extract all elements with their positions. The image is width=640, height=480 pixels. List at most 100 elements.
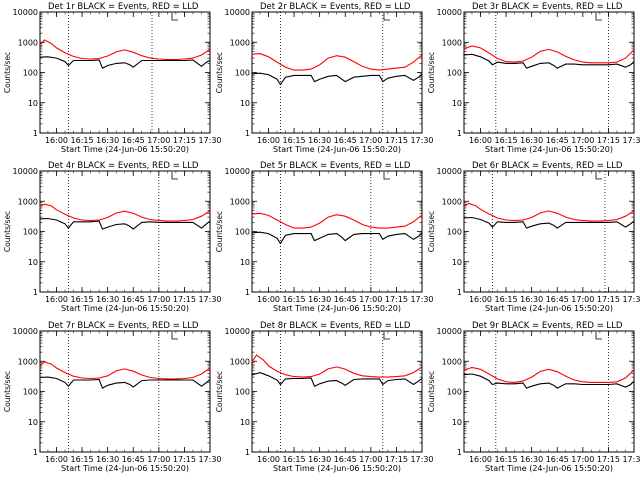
y-tick-label: 10000 bbox=[225, 8, 250, 17]
x-tick-label: 16:00 bbox=[45, 295, 68, 304]
x-tick-label: 17:15 bbox=[385, 136, 408, 145]
panel-6: Det 6r BLACK = Events, RED = LLD 1 10 100 10… bbox=[427, 161, 640, 313]
x-tick-label: 16:30 bbox=[520, 455, 543, 464]
series-line-lld bbox=[39, 203, 211, 222]
x-tick-label: 16:15 bbox=[283, 295, 306, 304]
x-axis-label: Start Time (24-Jun-06 15:50:20) bbox=[61, 304, 189, 313]
plot-frame bbox=[251, 330, 423, 453]
plot-frame bbox=[251, 170, 423, 293]
x-tick-label: 16:00 bbox=[45, 455, 68, 464]
y-tick-label: 100 bbox=[235, 388, 250, 397]
y-tick-label: 1000 bbox=[230, 197, 250, 206]
x-tick-label: 17:00 bbox=[359, 136, 382, 145]
x-tick-label: 17:00 bbox=[359, 295, 382, 304]
plot-frame bbox=[39, 330, 211, 453]
y-axis-label: Counts/sec bbox=[427, 371, 436, 412]
y-axis-label: Counts/sec bbox=[3, 211, 12, 252]
x-tick-label: 16:30 bbox=[520, 295, 543, 304]
y-tick-label: 1 bbox=[457, 448, 462, 457]
y-tick-label: 1000 bbox=[18, 197, 38, 206]
y-tick-label: 10000 bbox=[437, 327, 462, 336]
x-tick-label: 16:15 bbox=[71, 295, 94, 304]
x-tick-label: 17:15 bbox=[597, 295, 620, 304]
x-tick-label: 17:30 bbox=[410, 295, 433, 304]
x-tick-label: 16:00 bbox=[469, 455, 492, 464]
y-axis-label: Counts/sec bbox=[215, 52, 224, 93]
corner-marker bbox=[171, 172, 178, 180]
y-tick-label: 1000 bbox=[442, 357, 462, 366]
x-tick-label: 16:45 bbox=[334, 455, 357, 464]
x-tick-label: 17:00 bbox=[147, 455, 170, 464]
x-tick-label: 17:30 bbox=[410, 455, 433, 464]
series-line-events bbox=[39, 217, 211, 230]
corner-marker bbox=[383, 172, 390, 180]
panel-1: Det 1r BLACK = Events, RED = LLD 1 10 100 10… bbox=[3, 2, 222, 154]
x-tick-label: 16:15 bbox=[283, 455, 306, 464]
series-line-lld bbox=[463, 366, 635, 383]
x-axis-label: Start Time (24-Jun-06 15:50:20) bbox=[273, 304, 401, 313]
x-tick-label: 16:15 bbox=[495, 455, 518, 464]
x-tick-label: 16:15 bbox=[283, 136, 306, 145]
corner-marker bbox=[171, 13, 178, 21]
x-tick-label: 16:45 bbox=[546, 455, 569, 464]
series-line-events bbox=[251, 72, 423, 86]
y-tick-label: 100 bbox=[23, 69, 38, 78]
x-tick-label: 17:15 bbox=[173, 455, 196, 464]
x-tick-label: 16:15 bbox=[495, 295, 518, 304]
x-tick-label: 16:30 bbox=[308, 455, 331, 464]
x-tick-label: 16:45 bbox=[334, 136, 357, 145]
x-tick-label: 17:30 bbox=[198, 295, 221, 304]
x-tick-label: 16:30 bbox=[520, 136, 543, 145]
series-line-events bbox=[39, 376, 211, 389]
panel-3: Det 3r BLACK = Events, RED = LLD 1 10 100 10… bbox=[427, 2, 640, 154]
corner-marker bbox=[595, 332, 602, 340]
x-tick-label: 16:00 bbox=[257, 295, 280, 304]
x-tick-label: 17:15 bbox=[173, 295, 196, 304]
y-axis-label: Counts/sec bbox=[427, 52, 436, 93]
x-tick-label: 16:30 bbox=[308, 295, 331, 304]
panel-9: Det 9r BLACK = Events, RED = LLD 1 10 100 10… bbox=[427, 321, 640, 473]
x-axis-label: Start Time (24-Jun-06 15:50:20) bbox=[485, 464, 613, 473]
y-tick-label: 1 bbox=[245, 448, 250, 457]
series-line-events bbox=[251, 372, 423, 387]
y-tick-label: 10 bbox=[28, 258, 38, 267]
y-tick-label: 10000 bbox=[13, 167, 38, 176]
x-tick-label: 17:30 bbox=[622, 136, 640, 145]
y-tick-label: 10 bbox=[452, 418, 462, 427]
y-tick-label: 10 bbox=[240, 99, 250, 108]
panel-title: Det 9r BLACK = Events, RED = LLD bbox=[472, 321, 623, 331]
series-line-lld bbox=[251, 53, 423, 71]
panel-title: Det 1r BLACK = Events, RED = LLD bbox=[48, 2, 199, 12]
y-tick-label: 100 bbox=[447, 228, 462, 237]
x-tick-label: 16:45 bbox=[122, 295, 145, 304]
series-line-events bbox=[463, 53, 635, 69]
x-tick-label: 17:15 bbox=[385, 455, 408, 464]
x-axis-label: Start Time (24-Jun-06 15:50:20) bbox=[485, 304, 613, 313]
series-line-lld bbox=[39, 39, 211, 61]
y-tick-label: 100 bbox=[23, 388, 38, 397]
x-tick-label: 16:00 bbox=[469, 295, 492, 304]
x-tick-label: 17:30 bbox=[198, 455, 221, 464]
x-tick-label: 16:30 bbox=[96, 455, 119, 464]
x-tick-label: 16:45 bbox=[546, 295, 569, 304]
x-tick-label: 17:00 bbox=[147, 136, 170, 145]
y-tick-label: 1000 bbox=[230, 357, 250, 366]
x-tick-label: 17:15 bbox=[173, 136, 196, 145]
y-tick-label: 100 bbox=[447, 69, 462, 78]
corner-marker bbox=[383, 332, 390, 340]
y-axis-label: Counts/sec bbox=[215, 371, 224, 412]
y-tick-label: 10000 bbox=[225, 167, 250, 176]
y-tick-label: 1 bbox=[245, 129, 250, 138]
corner-marker bbox=[595, 172, 602, 180]
y-tick-label: 100 bbox=[23, 228, 38, 237]
corner-marker bbox=[595, 13, 602, 21]
x-tick-label: 17:15 bbox=[385, 295, 408, 304]
x-tick-label: 16:00 bbox=[257, 136, 280, 145]
series-line-events bbox=[463, 373, 635, 389]
y-tick-label: 1 bbox=[33, 129, 38, 138]
panel-2: Det 2r BLACK = Events, RED = LLD 1 10 100 10… bbox=[215, 2, 434, 154]
x-tick-label: 16:30 bbox=[96, 295, 119, 304]
y-tick-label: 1000 bbox=[18, 38, 38, 47]
y-tick-label: 1000 bbox=[18, 357, 38, 366]
